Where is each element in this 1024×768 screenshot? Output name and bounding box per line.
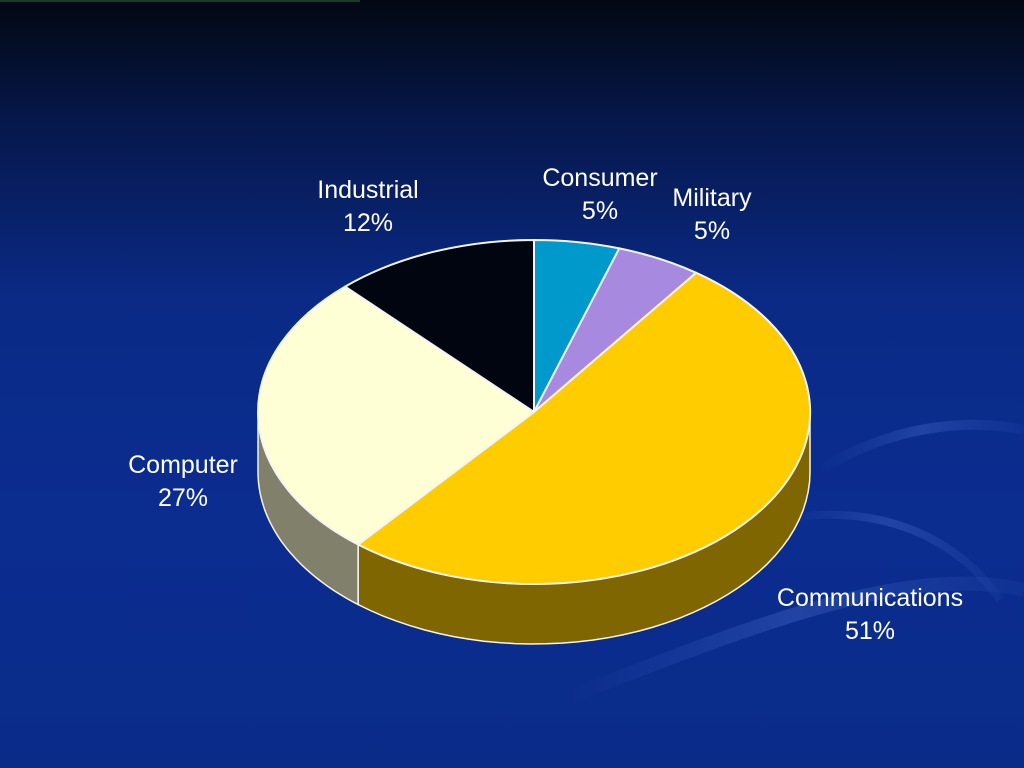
slice-percent-industrial: 12%: [342, 209, 394, 237]
pie-tops: [257, 238, 812, 586]
slice-percent-consumer: 5%: [581, 197, 619, 225]
slice-name-communications: Communications: [776, 584, 964, 612]
slice-name-military: Military: [672, 184, 752, 212]
slice-industrial: [344, 239, 535, 413]
slice-computer: [257, 285, 535, 546]
top-strip: [0, 0, 360, 2]
slice-percent-computer: 27%: [157, 484, 209, 512]
slice-name-consumer: Consumer: [542, 164, 658, 192]
slice-label-military: Military 5%: [672, 182, 751, 248]
slice-percent-military: 5%: [693, 217, 731, 245]
slice-name-industrial: Industrial: [317, 176, 419, 204]
slice-name-computer: Computer: [128, 451, 238, 479]
slice-percent-communications: 51%: [844, 617, 896, 645]
background-swooshes: [557, 419, 1024, 707]
slice-communications: [357, 271, 812, 586]
slice-label-industrial: Industrial 12%: [317, 174, 418, 240]
slice-label-computer: Computer 27%: [128, 449, 238, 515]
slice-label-communications: Communications 51%: [777, 582, 963, 648]
slice-label-consumer: Consumer 5%: [542, 162, 657, 228]
